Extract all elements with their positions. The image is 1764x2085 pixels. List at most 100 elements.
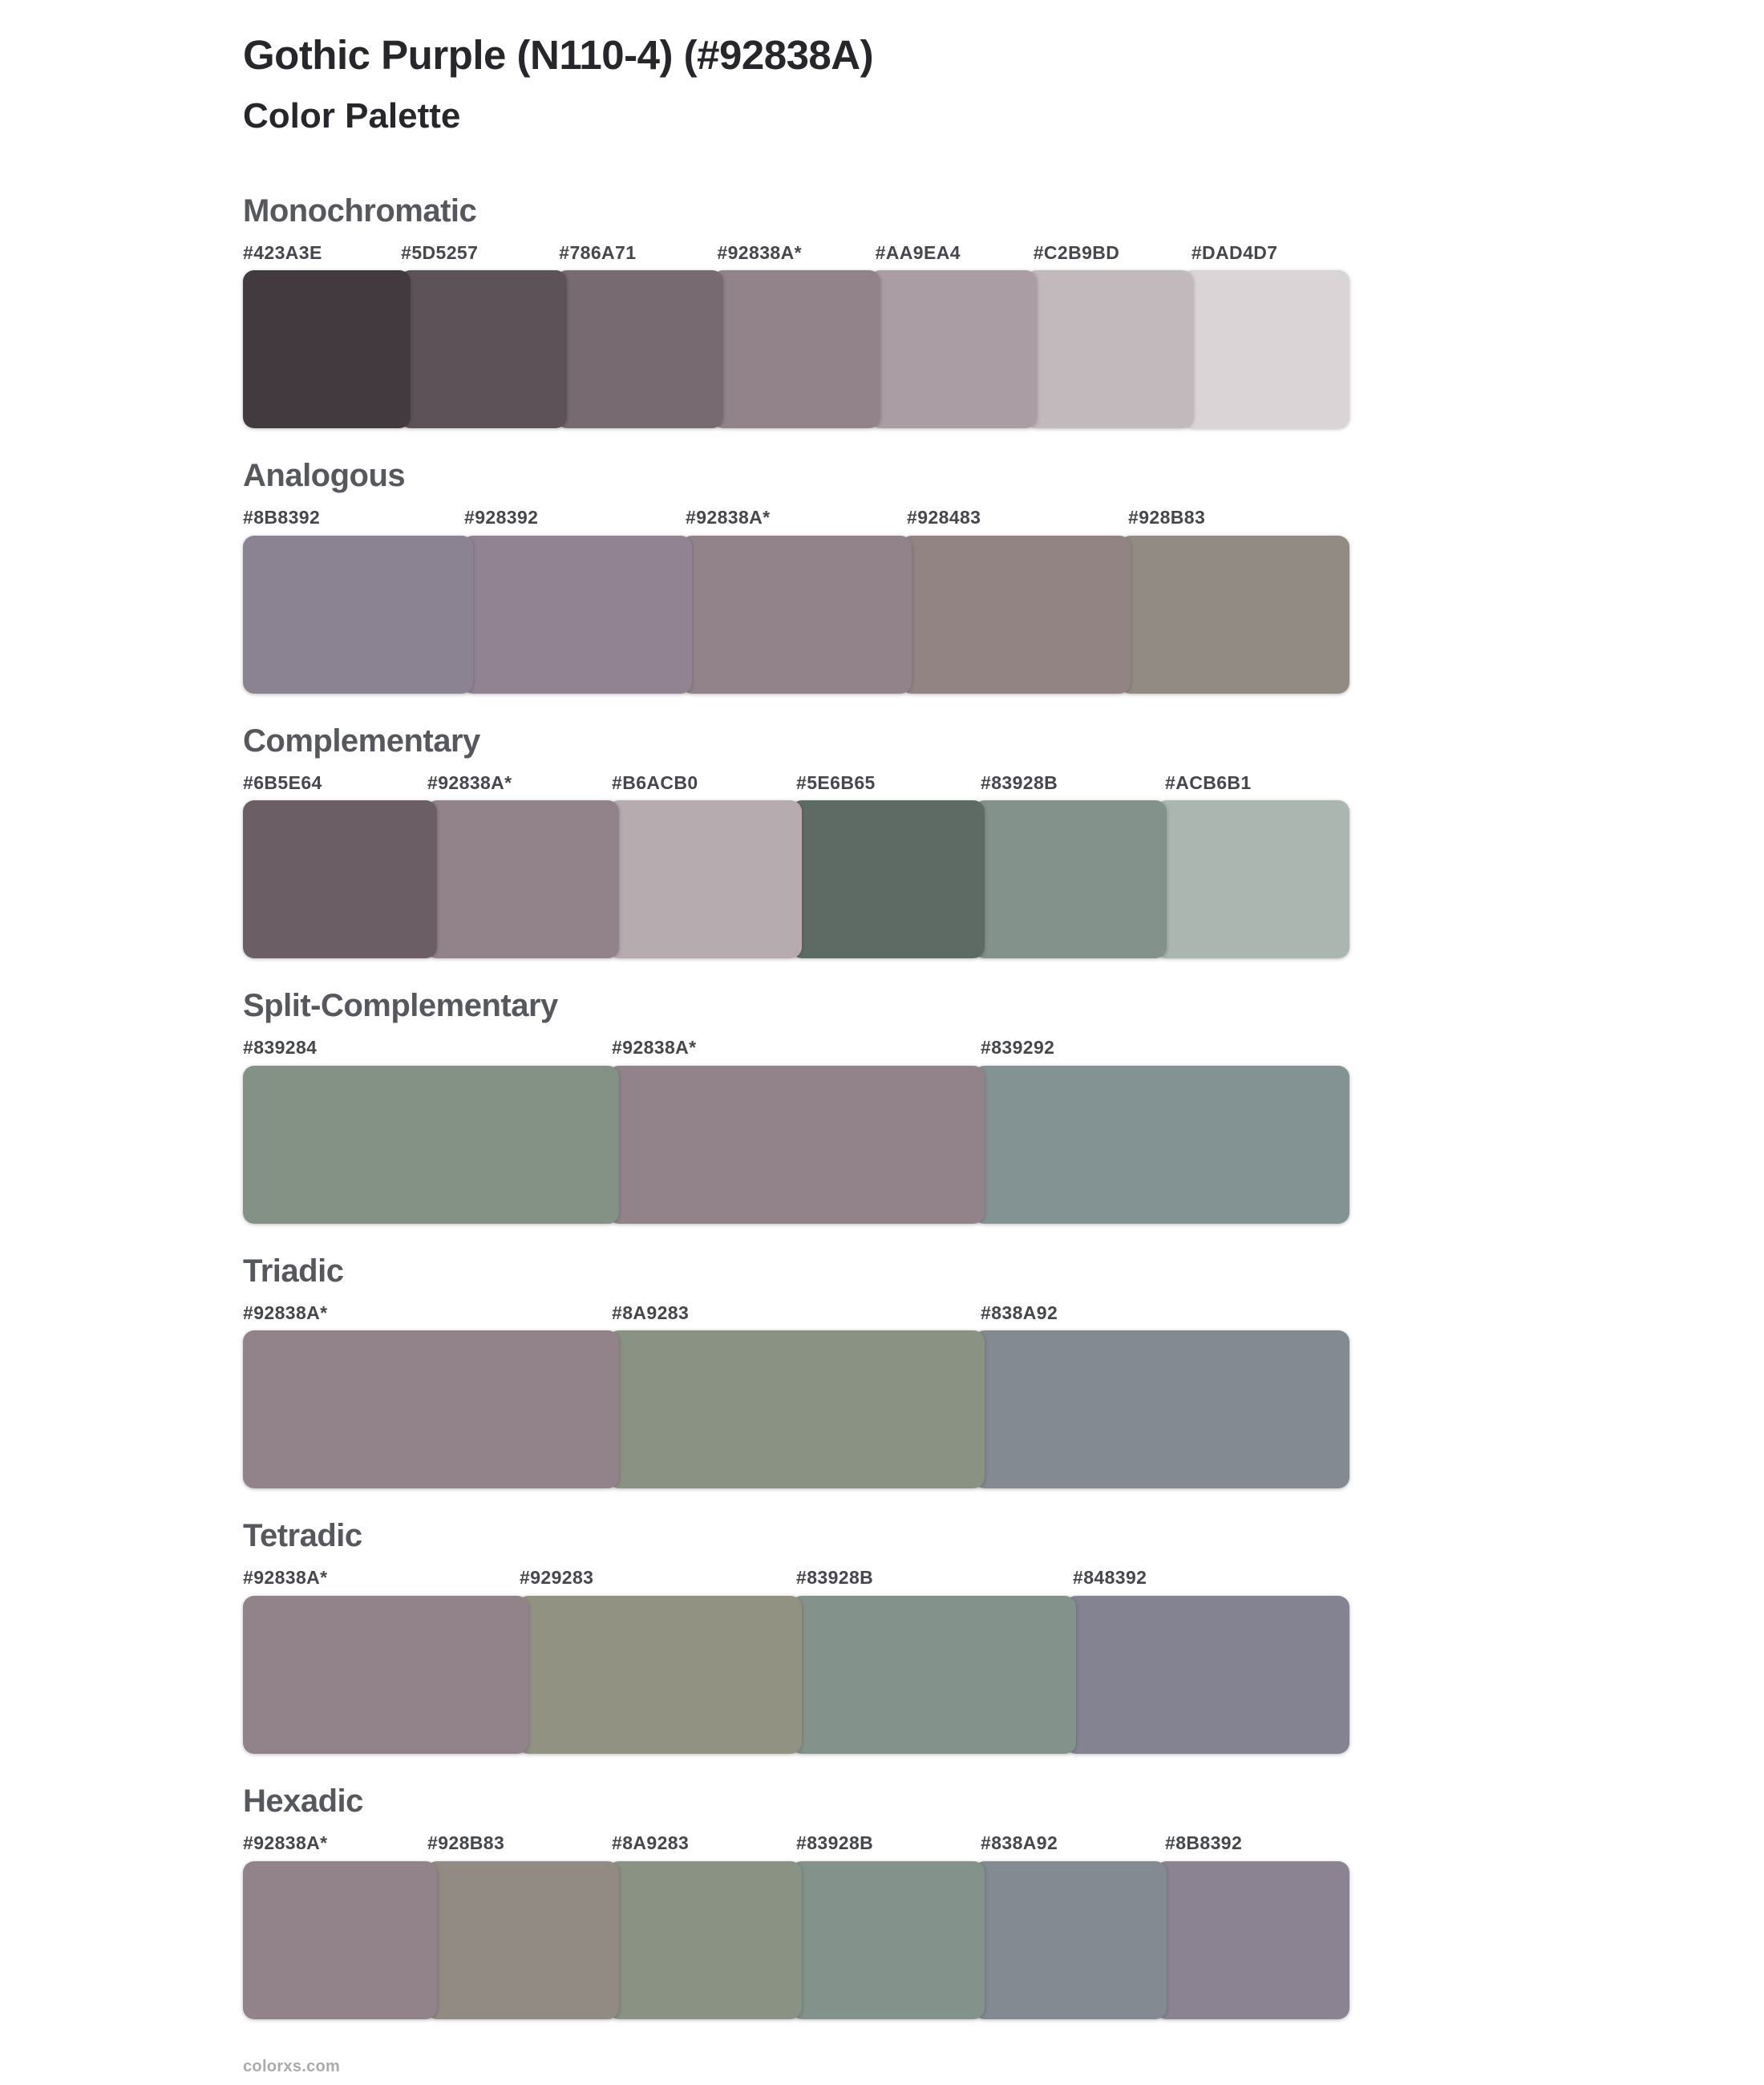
section-title: Complementary (243, 723, 480, 759)
color-swatch[interactable] (243, 1860, 437, 2019)
color-swatch[interactable] (608, 1330, 985, 1489)
hex-labels-row: #8B8392 #928392 #92838A* #928483 #928B83 (243, 507, 1349, 529)
color-swatch[interactable] (791, 1596, 1076, 1755)
hex-labels-row: #6B5E64 #92838A* #B6ACB0 #5E6B65 #83928B #ACB… (243, 772, 1349, 795)
hex-code-label: #92838A* (686, 507, 771, 528)
swatch-row (243, 1330, 1349, 1489)
color-swatch[interactable] (1064, 1596, 1349, 1755)
hex-code-label: #5E6B65 (796, 771, 876, 793)
palette-sections: Monochromatic #423A3E #5D5257 #786A71 #9283… (243, 194, 1350, 2019)
hex-code-label: #786A71 (559, 241, 637, 263)
color-swatch[interactable] (1155, 1860, 1350, 2019)
swatch-row (243, 1596, 1349, 1755)
color-swatch[interactable] (243, 1065, 620, 1224)
section-title: Tetradic (243, 1518, 362, 1554)
color-swatch[interactable] (791, 1860, 985, 2019)
color-swatch[interactable] (1155, 800, 1350, 959)
hex-code-label: #839292 (981, 1037, 1055, 1059)
page-subtitle: Color Palette (243, 96, 461, 136)
section-title: Analogous (243, 458, 406, 494)
color-swatch[interactable] (243, 535, 474, 694)
hex-code-label: #838A92 (981, 1832, 1058, 1854)
hex-code-label: #928483 (907, 507, 981, 528)
palette-section: Triadic #92838A* #8A9283 #838A92 (243, 1254, 1349, 1489)
hex-code-label: #8A9283 (612, 1302, 690, 1323)
color-swatch[interactable] (868, 270, 1037, 429)
color-swatch[interactable] (1119, 535, 1350, 694)
hex-code-label: #929283 (520, 1567, 594, 1589)
hex-code-label: #C2B9BD (1033, 241, 1120, 263)
color-swatch[interactable] (973, 1330, 1349, 1489)
color-swatch[interactable] (608, 1860, 803, 2019)
hex-code-label: #92838A* (243, 1302, 328, 1323)
hex-code-label: #6B5E64 (243, 771, 322, 793)
hex-code-label: #92838A* (717, 241, 802, 263)
color-swatch[interactable] (243, 800, 437, 959)
hex-code-label: #AA9EA4 (875, 241, 961, 263)
color-swatch[interactable] (608, 1065, 985, 1224)
color-swatch[interactable] (243, 270, 411, 429)
color-swatch[interactable] (1025, 270, 1193, 429)
color-swatch[interactable] (681, 535, 912, 694)
hex-code-label: #8B8392 (1165, 1832, 1243, 1854)
hex-code-label: #928B83 (427, 1832, 505, 1854)
color-swatch[interactable] (973, 800, 1167, 959)
hex-code-label: #848392 (1073, 1567, 1147, 1589)
hex-code-label: #838A92 (981, 1302, 1058, 1323)
swatch-row (243, 535, 1350, 694)
palette-section: Monochromatic #423A3E #5D5257 #786A71 #9283… (243, 194, 1349, 429)
palette-section: Hexadic #92838A* #928B83 #8A9283 #83928B #83… (243, 1783, 1350, 2019)
hex-labels-row: #423A3E #5D5257 #786A71 #92838A* #AA9EA4 #C2B… (243, 242, 1349, 265)
hex-code-label: #423A3E (243, 241, 322, 263)
color-swatch[interactable] (243, 1596, 528, 1755)
color-swatch[interactable] (462, 535, 693, 694)
section-title: Hexadic (243, 1783, 363, 1820)
page-content: Gothic Purple (N110-4) (#92838A) Color P… (243, 0, 1350, 2076)
hex-code-label: #92838A* (243, 1832, 328, 1854)
hex-code-label: #DAD4D7 (1191, 241, 1278, 263)
palette-section: Tetradic #92838A* #929283 #83928B #848392 (243, 1518, 1349, 1755)
color-swatch[interactable] (399, 270, 568, 429)
palette-section: Analogous #8B8392 #928392 #92838A* #928483 #… (243, 458, 1350, 694)
hex-code-label: #928392 (464, 507, 539, 528)
color-swatch[interactable] (516, 1596, 802, 1755)
palette-section: Split-Complementary #839284 #92838A* #8392… (243, 989, 1349, 1224)
color-swatch[interactable] (556, 270, 724, 429)
color-swatch[interactable] (791, 800, 985, 959)
hex-code-label: #83928B (796, 1567, 874, 1589)
hex-labels-row: #92838A* #8A9283 #838A92 (243, 1302, 1349, 1325)
swatch-row (243, 1860, 1350, 2019)
color-swatch[interactable] (243, 1330, 620, 1489)
page-footer: colorxs.com (243, 2058, 1349, 2076)
hex-code-label: #839284 (243, 1037, 318, 1059)
hex-code-label: #5D5257 (401, 241, 479, 263)
hex-code-label: #928B83 (1128, 507, 1206, 528)
section-title: Monochromatic (243, 192, 477, 229)
page-title: Gothic Purple (N110-4) (#92838A) (243, 32, 874, 78)
footer-site-link[interactable]: colorxs.com (243, 2057, 341, 2075)
swatch-row (243, 1065, 1349, 1224)
hex-code-label: #8A9283 (612, 1832, 690, 1854)
color-swatch[interactable] (425, 800, 620, 959)
swatch-row (243, 800, 1350, 959)
color-swatch[interactable] (973, 1065, 1349, 1224)
hex-code-label: #92838A* (612, 1037, 697, 1059)
swatch-row (243, 270, 1349, 429)
hex-code-label: #83928B (796, 1832, 874, 1854)
color-swatch[interactable] (900, 535, 1131, 694)
section-title: Triadic (243, 1253, 344, 1289)
section-title: Split-Complementary (243, 988, 558, 1024)
color-swatch[interactable] (608, 800, 803, 959)
hex-code-label: #83928B (981, 771, 1058, 793)
hex-code-label: #B6ACB0 (612, 771, 698, 793)
color-swatch[interactable] (973, 1860, 1167, 2019)
palette-section: Complementary #6B5E64 #92838A* #B6ACB0 #5E6… (243, 723, 1350, 959)
hex-code-label: #8B8392 (243, 507, 321, 528)
hex-code-label: #92838A* (243, 1567, 328, 1589)
color-swatch[interactable] (1181, 270, 1349, 429)
hex-labels-row: #92838A* #929283 #83928B #848392 (243, 1567, 1349, 1589)
hex-code-label: #ACB6B1 (1165, 771, 1252, 793)
color-swatch[interactable] (425, 1860, 620, 2019)
hex-labels-row: #839284 #92838A* #839292 (243, 1037, 1349, 1059)
color-swatch[interactable] (712, 270, 880, 429)
